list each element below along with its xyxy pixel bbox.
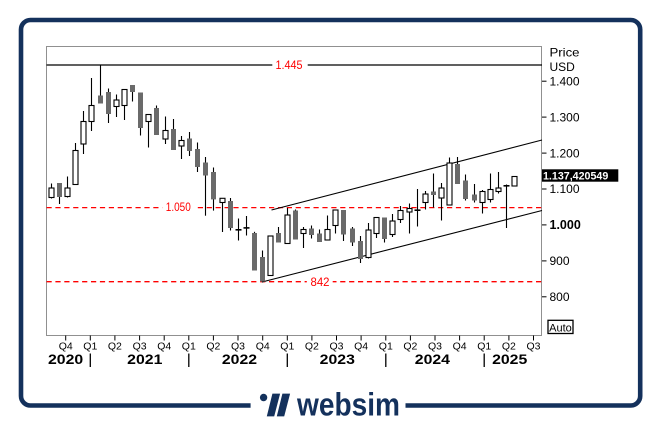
svg-text:websim: websim [296, 387, 400, 423]
svg-text:2024: 2024 [415, 351, 450, 367]
svg-text:1.137,420549: 1.137,420549 [543, 170, 608, 182]
svg-text:Q4: Q4 [256, 341, 270, 353]
svg-text:Q3: Q3 [133, 341, 147, 353]
svg-text:Price: Price [550, 46, 580, 60]
svg-text:Q1: Q1 [182, 341, 196, 353]
svg-text:Q2: Q2 [108, 341, 122, 353]
svg-text:Auto: Auto [549, 323, 572, 335]
svg-text:Q3: Q3 [329, 341, 343, 353]
svg-text:842: 842 [311, 276, 330, 289]
svg-text:Q3: Q3 [526, 341, 540, 353]
svg-text:Q4: Q4 [453, 341, 467, 353]
svg-text:900: 900 [550, 254, 570, 268]
svg-text:Q4: Q4 [59, 341, 73, 353]
svg-text:800: 800 [550, 290, 570, 304]
svg-text:2021: 2021 [127, 351, 162, 367]
svg-text:1.200: 1.200 [550, 146, 580, 160]
svg-text:1.050: 1.050 [166, 201, 191, 214]
svg-text:1.100: 1.100 [550, 182, 580, 196]
svg-text:Q1: Q1 [280, 341, 294, 353]
svg-text:2025: 2025 [492, 351, 527, 367]
svg-text:2020: 2020 [48, 351, 83, 367]
svg-text:Q1: Q1 [477, 341, 491, 353]
svg-text:Q1: Q1 [83, 341, 97, 353]
svg-text:Q4: Q4 [157, 341, 171, 353]
svg-text:Q2: Q2 [206, 341, 220, 353]
svg-text:1.300: 1.300 [550, 110, 580, 124]
svg-text:1.400: 1.400 [550, 74, 580, 88]
svg-text:2022: 2022 [222, 351, 257, 367]
svg-text:Q1: Q1 [379, 341, 393, 353]
svg-text:USD: USD [550, 60, 576, 74]
svg-text:Q4: Q4 [354, 341, 368, 353]
svg-text:Q2: Q2 [502, 341, 516, 353]
svg-text:1.445: 1.445 [276, 59, 303, 72]
svg-text:Q3: Q3 [428, 341, 442, 353]
svg-text:Q3: Q3 [231, 341, 245, 353]
svg-text:Q2: Q2 [305, 341, 319, 353]
svg-text:Q2: Q2 [403, 341, 417, 353]
svg-text:2023: 2023 [320, 351, 355, 367]
svg-text:1.000: 1.000 [550, 218, 581, 232]
